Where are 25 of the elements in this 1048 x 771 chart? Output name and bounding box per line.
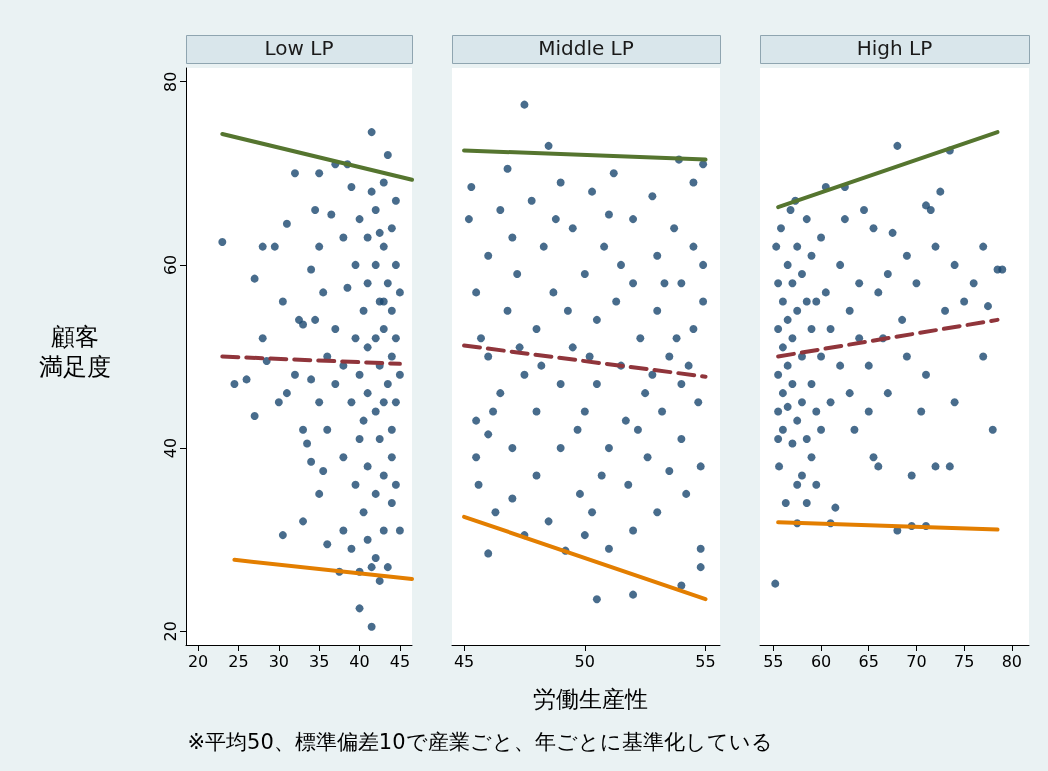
x-tick-label: 20	[187, 651, 209, 671]
x-tick-label: 30	[268, 651, 289, 671]
x-tick-label: 65	[858, 651, 879, 671]
x-tick-label: 35	[309, 651, 330, 671]
y-axis-title: 顧客満足度	[38, 322, 112, 382]
x-tick-label: 60	[810, 651, 832, 671]
x-tick-label: 75	[953, 651, 975, 671]
y-tick-label: 80	[160, 71, 180, 92]
x-tick-label: 45	[453, 651, 475, 671]
y-tick-label: 60	[160, 254, 180, 276]
x-tick-label: 70	[906, 651, 927, 671]
x-tick-label: 25	[228, 651, 249, 671]
x-tick-label: 55	[763, 651, 784, 671]
text: ※平均50、標準偏差10で産業ごと、年ごとに基準化している	[186, 729, 774, 756]
chart-title: Middle LP	[538, 36, 634, 60]
x-tick-label: 80	[1001, 651, 1023, 671]
x-tick-label: 55	[695, 651, 716, 671]
x-tick-label: 45	[389, 651, 411, 671]
chart-title: Low LP	[264, 36, 334, 60]
chart-title: High LP	[856, 36, 933, 60]
x-tick-label: 40	[349, 651, 370, 671]
x-tick-label: 50	[574, 651, 595, 671]
x-axis-title: 労働生産性	[531, 685, 649, 714]
y-tick-label: 40	[160, 437, 180, 459]
y-tick-label: 20	[160, 621, 180, 642]
